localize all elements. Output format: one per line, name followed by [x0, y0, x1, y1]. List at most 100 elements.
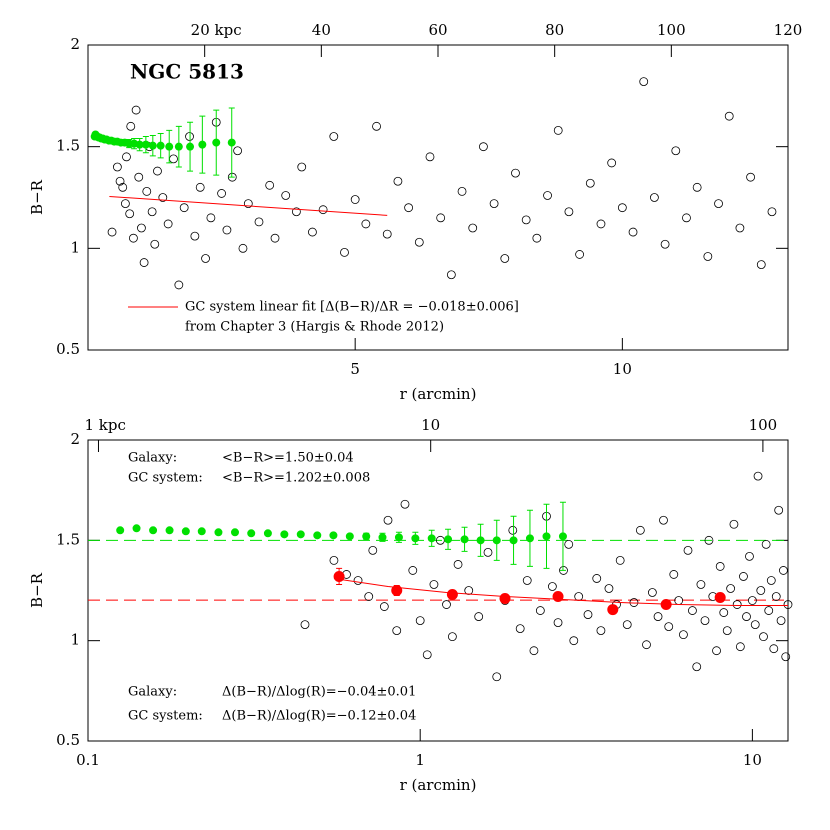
gc-point: [660, 239, 670, 249]
gc-point: [436, 213, 446, 223]
profile-point: [181, 527, 190, 536]
gc-point: [726, 584, 736, 593]
gc-point: [393, 176, 403, 186]
gc-point: [742, 612, 751, 621]
gc-point: [679, 630, 688, 640]
gc-point: [190, 231, 200, 241]
gc-point: [483, 547, 493, 557]
gc-point: [118, 182, 128, 192]
profile-point: [186, 142, 195, 151]
gc-point: [703, 252, 713, 261]
annotation: GC system:: [128, 709, 203, 724]
annotation: Galaxy:: [128, 685, 177, 700]
profile-point: [427, 534, 436, 543]
profile-point: [492, 536, 501, 545]
x-tick-label: 5: [350, 360, 360, 378]
gc-point: [722, 626, 732, 636]
gc-point: [508, 525, 518, 535]
gc-point: [529, 646, 539, 656]
gc-point: [622, 620, 632, 630]
gc-point: [422, 650, 432, 660]
gc-point: [329, 556, 339, 565]
gc-point: [696, 580, 706, 589]
gc-point: [559, 566, 568, 575]
gc-point: [628, 227, 638, 237]
profile-point: [362, 532, 371, 541]
gc-point: [233, 146, 243, 156]
gc-point: [682, 213, 691, 223]
profile-point: [230, 528, 239, 537]
profile-point: [476, 536, 485, 545]
gc-point: [153, 166, 162, 176]
gc-point: [547, 582, 557, 591]
profile-point: [542, 532, 551, 541]
gc-point: [468, 223, 478, 233]
x2-tick-label: 60: [428, 21, 447, 39]
profile-point: [197, 527, 206, 536]
gc-point: [647, 588, 657, 597]
gc-point: [617, 203, 627, 213]
gc-point: [115, 176, 125, 186]
gc-point: [318, 205, 328, 215]
gc-point: [750, 620, 760, 630]
profile-point: [280, 530, 289, 539]
annotation: <B−R>=1.50±0.04: [222, 451, 354, 466]
gc-point: [739, 572, 748, 581]
profile-point: [660, 599, 672, 611]
gc-point: [442, 600, 451, 609]
gc-point: [553, 125, 563, 135]
gc-point: [688, 606, 697, 615]
gc-point: [404, 203, 414, 213]
y-axis-label: B−R: [28, 572, 46, 608]
gc-point: [414, 237, 424, 247]
annotation: <B−R>=1.202±0.008: [222, 471, 370, 486]
gc-point: [592, 574, 602, 583]
gc-point: [664, 622, 674, 632]
gc-point: [532, 233, 542, 243]
y-tick-label: 1: [70, 631, 80, 649]
gc-point: [761, 539, 771, 549]
profile-point: [552, 591, 564, 603]
gc-point: [353, 576, 363, 585]
gc-point: [719, 608, 729, 617]
gc-point: [139, 258, 149, 267]
gc-point: [732, 600, 742, 609]
gc-point: [729, 519, 739, 529]
gc-point: [724, 111, 734, 121]
gc-point: [769, 644, 779, 654]
profile-point: [411, 534, 420, 543]
y-tick-label: 2: [70, 35, 80, 53]
profile-point: [394, 533, 403, 542]
gc-point: [700, 616, 710, 625]
profile-point: [116, 526, 125, 535]
gc-point: [364, 592, 374, 601]
gc-point: [585, 178, 595, 188]
profile-point: [444, 535, 453, 544]
gc-point: [429, 580, 439, 589]
gc-point: [206, 213, 216, 223]
fit-line: [333, 577, 788, 607]
gc-point: [715, 562, 725, 571]
gc-point: [169, 154, 178, 164]
y-tick-label: 0.5: [56, 340, 80, 358]
x2-tick-label: 100: [657, 21, 686, 39]
gc-point: [174, 280, 184, 290]
gc-point: [137, 223, 146, 233]
gc-point: [291, 207, 301, 217]
gc-point: [122, 152, 131, 162]
gc-point: [783, 600, 793, 609]
gc-point: [392, 626, 402, 636]
profile-point: [329, 531, 338, 540]
panel-title: NGC 5813: [130, 60, 244, 84]
x2-tick-label: 100: [749, 416, 778, 434]
profile-point: [212, 138, 221, 147]
gc-point: [150, 239, 160, 249]
gc-point: [340, 247, 349, 257]
gc-point: [607, 158, 617, 168]
profile-point: [499, 593, 511, 605]
gc-point: [669, 570, 679, 579]
x-tick-label: 1: [415, 751, 425, 769]
gc-point: [543, 191, 552, 200]
profile-point: [174, 142, 183, 151]
gc-point: [642, 640, 651, 650]
